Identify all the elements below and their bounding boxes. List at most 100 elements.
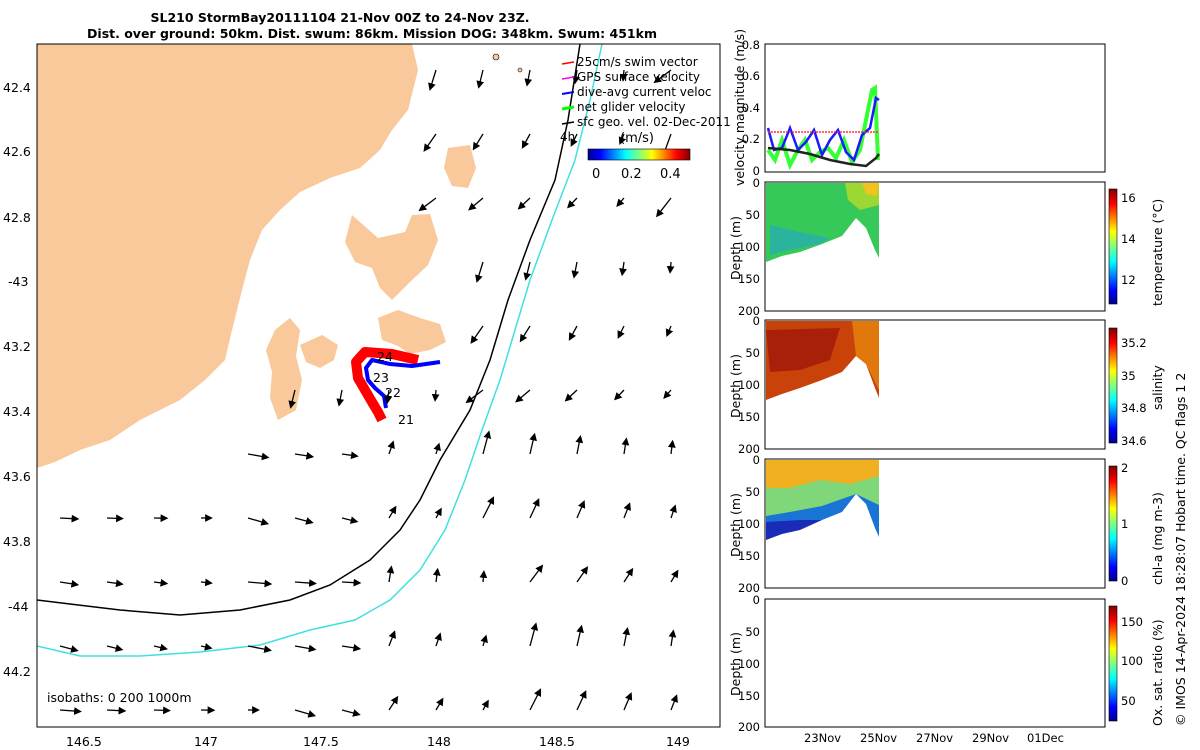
- legend-swatch: [561, 121, 575, 125]
- depth-tick: 200: [738, 442, 760, 456]
- legend-swatch: [561, 105, 575, 111]
- velocity-arrow: [568, 325, 578, 341]
- cb-tick: 14: [1121, 232, 1136, 246]
- temperature-surface-warm: [862, 183, 879, 196]
- velocity-arrow: [529, 432, 537, 455]
- velocity-arrow: [576, 500, 586, 519]
- velocity-arrow: [341, 451, 359, 460]
- velocity-arrow: [619, 69, 628, 82]
- velocity-arrow: [106, 706, 127, 715]
- lat-tick: -44: [8, 599, 28, 614]
- velocity-arrow: [566, 197, 578, 209]
- velocity-arrow: [106, 644, 124, 652]
- velocity-arrow: [336, 389, 345, 407]
- depth-tick: 0: [753, 314, 760, 328]
- velocity-arrow: [617, 325, 625, 339]
- velocity-arrow: [432, 567, 441, 583]
- velocity-arrow: [435, 697, 444, 711]
- velocity-arrow: [470, 325, 484, 344]
- glider-track-red: [351, 347, 420, 423]
- imos-credit: © IMOS 14-Apr-2024 18:28:07 Hobart time.…: [1173, 373, 1188, 726]
- legend-label: sfc geo. vel. 02-Dec-2011: [577, 115, 731, 129]
- velocity-arrow: [482, 430, 492, 455]
- colorbar-tick: 0: [592, 167, 600, 182]
- lon-tick: 147.5: [303, 734, 339, 749]
- velocity-arrow: [623, 567, 634, 583]
- velocity-arrow: [576, 624, 584, 647]
- depth-tick: 0: [753, 453, 760, 467]
- velocity-arrow: [431, 389, 440, 402]
- depth-tick: 150: [738, 549, 760, 563]
- longitude-ticks: 146.5 147 147.5 148 148.5 149: [66, 734, 690, 749]
- lat-tick: 42.6: [3, 144, 31, 159]
- colorbar-tick: 0.2: [621, 167, 642, 182]
- isobath-1000m: [37, 44, 603, 657]
- velocity-arrow: [433, 442, 441, 455]
- velocity-arrow: [515, 389, 531, 403]
- depth-tick: 0: [753, 593, 760, 607]
- salinity-section: [764, 319, 1106, 450]
- time-tick: 01Dec: [1027, 731, 1064, 745]
- cb-tick: 100: [1121, 654, 1143, 668]
- velocity-arrow: [106, 579, 124, 588]
- time-tick: 23Nov: [804, 731, 841, 745]
- chlorophyll-colorbar: [1108, 465, 1118, 582]
- time-ticks: 23Nov 25Nov 27Nov 29Nov 01Dec: [804, 731, 1064, 745]
- map-panel: 42.4 42.6 42.8 -43 43.2 43.4 43.6 43.8 -…: [3, 43, 731, 749]
- velocity-arrow: [613, 389, 625, 401]
- velocity-arrow: [106, 514, 124, 523]
- velocity-arrow: [623, 502, 631, 519]
- velocity-arrow: [670, 694, 678, 711]
- velocity-arrow: [576, 566, 589, 583]
- tasman-peninsula: [378, 310, 446, 354]
- legend-swatch: [561, 91, 575, 95]
- depth-tick: 150: [738, 272, 760, 286]
- velocity-arrow: [529, 498, 540, 519]
- cb-label: temperature (°C): [1150, 199, 1165, 306]
- surface-geo-velocity-series: [767, 146, 880, 168]
- chlorophyll-deep-layer: [766, 520, 822, 540]
- velocity-arrow: [294, 579, 317, 587]
- figure-title-line2: Dist. over ground: 50km. Dist. swum: 86k…: [87, 26, 657, 41]
- cb-tick: 150: [1121, 615, 1143, 629]
- section-ylabel: Depth (m): [728, 216, 743, 280]
- legend-swatch: [561, 61, 575, 65]
- isobaths-note: isobaths: 0 200 1000m: [47, 690, 192, 705]
- velocity-arrow: [575, 434, 584, 455]
- velocity-arrow: [529, 564, 544, 583]
- salinity-colorbar: [1108, 327, 1118, 444]
- cb-tick: 34.8: [1121, 401, 1147, 415]
- cb-tick: 0: [1121, 574, 1128, 588]
- velocity-arrow: [481, 699, 489, 711]
- figure-title-line1: SL210 StormBay20111104 21-Nov 00Z to 24-…: [150, 10, 530, 25]
- cb-tick: 50: [1121, 694, 1136, 708]
- legend-label: 25cm/s swim vector: [577, 55, 698, 69]
- cb-tick: 12: [1121, 273, 1136, 287]
- velocity-arrow: [480, 634, 488, 647]
- cb-label: Ox. sat. ratio (%): [1150, 619, 1165, 726]
- velocity-arrow: [434, 632, 442, 647]
- velocity-arrow: [59, 514, 80, 523]
- forestier-peninsula: [345, 214, 438, 300]
- depth-tick: 100: [738, 517, 760, 531]
- velocity-arrow: [622, 626, 631, 647]
- section-ylabel: Depth (m): [728, 632, 743, 696]
- cb-tick: 1: [1121, 517, 1128, 531]
- velocity-arrow: [666, 261, 675, 274]
- lat-tick: -43: [8, 274, 28, 289]
- lon-tick: 148: [427, 734, 451, 749]
- velocity-arrow: [153, 578, 169, 587]
- velocity-arrow: [294, 709, 317, 718]
- legend-swatch: [561, 76, 575, 80]
- depth-tick: 100: [738, 657, 760, 671]
- cb-tick: 34.6: [1121, 434, 1147, 448]
- depth-tick: 200: [738, 304, 760, 318]
- oxygen-colorbar: [1108, 605, 1118, 722]
- velocity-arrow: [247, 645, 272, 653]
- velocity-arrow: [564, 389, 578, 402]
- velocity-arrow: [621, 437, 630, 455]
- velocity-arrow: [570, 133, 578, 147]
- velocity-arrow: [384, 389, 392, 405]
- day-label: 24: [377, 349, 393, 364]
